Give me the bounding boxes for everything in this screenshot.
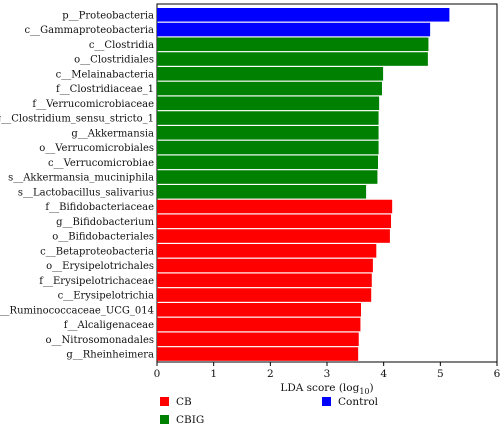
category-label: c__Betaproteobacteria (40, 246, 154, 257)
x-tick-label: 0 (154, 368, 161, 380)
x-tick-label: 1 (210, 368, 217, 380)
bar-f-verrucomicrobiaceae (157, 96, 380, 111)
category-label: o__Erysipelotrichales (46, 261, 154, 272)
x-axis-title: LDA score (log10) (280, 382, 373, 396)
category-label: c__Erysipelotrichia (58, 291, 154, 302)
bars-layer (157, 8, 450, 361)
bar-o-clostridiales (157, 52, 428, 66)
category-label: s__Lactobacillus_salivarius (18, 187, 154, 198)
bar-g-akkermansia (157, 126, 379, 140)
bar-g-bifidobacterium (157, 214, 392, 229)
x-tick-label: 3 (324, 368, 331, 380)
bar-o-verrucomicrobiales (157, 140, 379, 155)
bar-s-lactobacillus-salivarius (157, 185, 367, 199)
category-label: f__Bifidobacteriaceae (45, 202, 154, 213)
legend-label-cbig: CBIG (176, 414, 204, 426)
category-label: c__Gammaproteobacteria (25, 25, 155, 36)
bar-f-bifidobacteriaceae (157, 199, 393, 214)
x-axis-ticks: 0 1 2 3 4 5 6 (154, 362, 500, 380)
bar-c-betaproteobacteria (157, 244, 377, 258)
bar-o-nitrosomonadales (157, 332, 359, 347)
bar-c-erysipelotrichia (157, 288, 372, 302)
category-label: s__Akkermansia_muciniphila (8, 173, 154, 184)
category-label: g__Bifidobacterium (56, 217, 154, 228)
legend: CB CBIG Control (160, 396, 379, 426)
bar-s-akkermansia-muciniphila (157, 170, 378, 184)
bar-g-clostridium-sensu-stricto-1 (157, 111, 379, 125)
category-label: c__Clostridia (89, 40, 154, 51)
bar-c-clostridia (157, 37, 429, 52)
category-label: g__Akkermansia (71, 128, 154, 139)
bar-c-verrucomicrobiae (157, 155, 378, 170)
category-label: g__Clostridium_sensu_stricto_1 (0, 114, 154, 125)
x-axis-title-subscript: 10 (359, 387, 369, 396)
bar-o-bifidobacteriales (157, 229, 390, 243)
x-tick-label: 2 (267, 368, 274, 380)
category-labels: p__Proteobacteria c__Gammaproteobacteriac… (0, 10, 155, 360)
x-tick-label: 4 (380, 368, 387, 380)
category-label: f__Erysipelotrichaceae (39, 276, 154, 287)
bar-f-erysipelotrichaceae (157, 273, 372, 288)
category-label: f__Verrucomicrobiaceae (32, 99, 154, 110)
legend-swatch-control (322, 397, 331, 406)
x-axis-title-suffix: ) (370, 382, 374, 394)
category-label: c__Melainabacteria (56, 69, 154, 80)
bar-p-proteobacteria (157, 8, 450, 22)
x-tick-label: 6 (494, 368, 500, 380)
category-label: o__Verrucomicrobiales (39, 143, 154, 154)
x-axis-title-main: LDA score (log (280, 382, 359, 394)
category-label: f__Alcaligenaceae (64, 320, 154, 331)
legend-swatch-cbig (160, 415, 169, 424)
bar-g-ruminococcaceae-ucg-014 (157, 303, 361, 317)
bar-o-erysipelotrichales (157, 258, 373, 273)
category-label: f__Clostridiaceae_1 (56, 84, 154, 95)
bar-g-rheinheimera (157, 347, 359, 361)
category-label: o__Nitrosomonadales (46, 335, 154, 346)
category-label: c__Verrucomicrobiae (48, 158, 154, 169)
bar-c-gammaproteobacteria (157, 22, 431, 37)
category-label: o__Bifidobacteriales (52, 232, 154, 243)
bar-f-clostridiaceae-1 (157, 81, 382, 96)
bar-c-melainabacteria (157, 67, 384, 81)
legend-swatch-cb (160, 397, 169, 406)
category-label: g__Ruminococcaceae_UCG_014 (0, 305, 154, 316)
bar-f-alcaligenaceae (157, 317, 361, 332)
x-tick-label: 5 (437, 368, 444, 380)
legend-label-control: Control (338, 396, 379, 408)
category-label: g__Rheinheimera (66, 350, 154, 361)
category-label: p__Proteobacteria (62, 10, 154, 21)
category-label: o__Clostridiales (74, 55, 154, 66)
legend-label-cb: CB (176, 396, 192, 408)
